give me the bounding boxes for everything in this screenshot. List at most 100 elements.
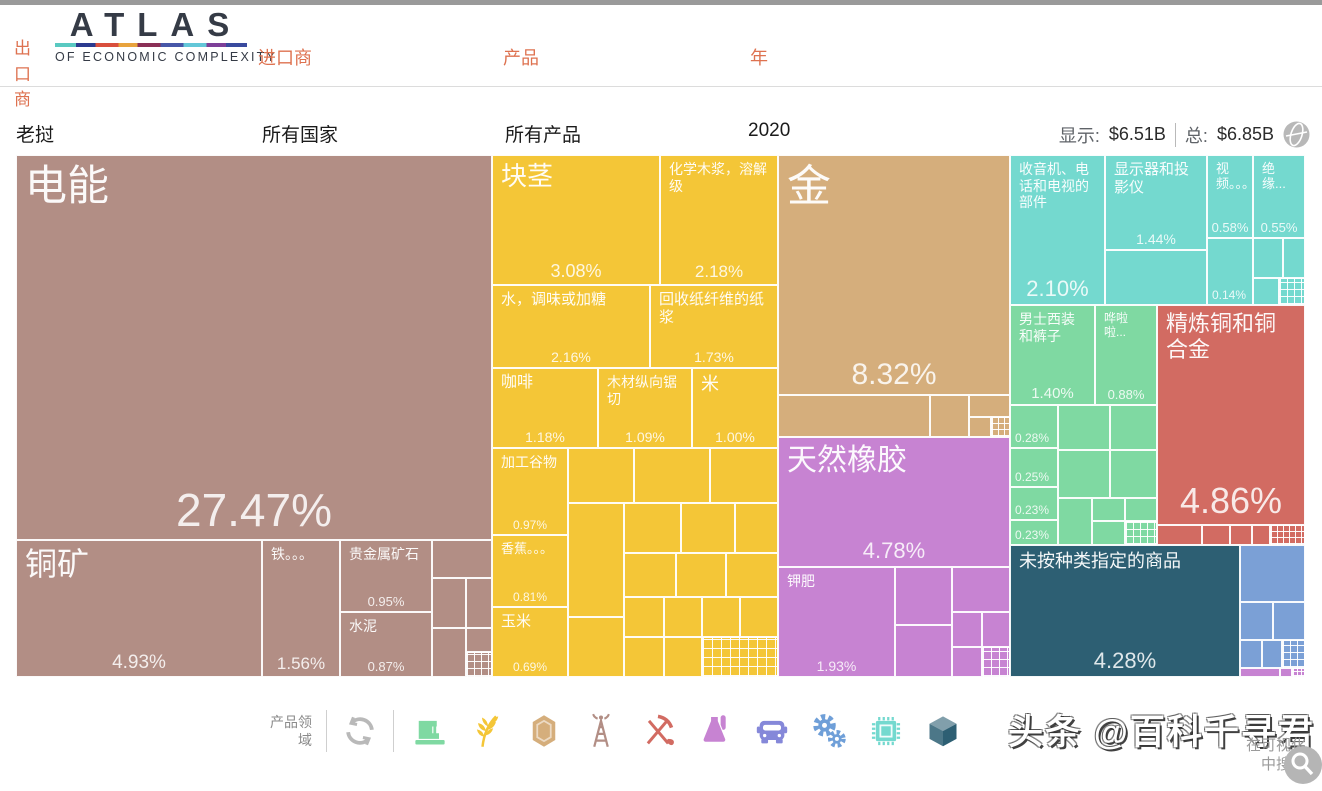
sector-stone-icon[interactable] [526, 713, 562, 749]
treemap-cell[interactable] [982, 612, 1010, 647]
treemap-cell[interactable]: 木材纵向锯切 1.09% [598, 368, 692, 448]
treemap-cell[interactable] [1110, 450, 1157, 498]
treemap-cell[interactable] [778, 395, 930, 437]
treemap-cell[interactable]: 收音机、电话和电视的部件 2.10% [1010, 155, 1105, 305]
treemap-cell[interactable]: 块茎 3.08% [492, 155, 660, 285]
filter-label-importer[interactable]: 进口商 [258, 48, 312, 68]
treemap-cell[interactable]: 钾肥 1.93% [778, 567, 895, 677]
treemap-cell[interactable]: 化学木浆，溶解级 2.18% [660, 155, 778, 285]
treemap-cell[interactable]: 回收纸纤维的纸浆 1.73% [650, 285, 778, 368]
reset-sectors-icon[interactable] [341, 712, 379, 750]
treemap-cell[interactable] [726, 553, 778, 597]
treemap-cell[interactable]: 加工谷物 0.97% [492, 448, 568, 535]
treemap-cell[interactable] [1202, 525, 1230, 545]
treemap-cell[interactable] [1092, 521, 1125, 545]
sector-chemicals-icon[interactable] [697, 713, 733, 749]
sector-other-icon[interactable] [925, 713, 961, 749]
treemap-cell[interactable] [1240, 668, 1280, 677]
treemap-cell[interactable]: 水，调味或加糖 2.16% [492, 285, 650, 368]
treemap-cell[interactable]: 咖啡 1.18% [492, 368, 598, 448]
sector-metals-icon[interactable] [640, 713, 676, 749]
treemap-cell[interactable] [624, 553, 676, 597]
treemap-cell[interactable] [568, 617, 624, 677]
sector-vehicles-icon[interactable] [754, 713, 790, 749]
treemap-cell[interactable] [1253, 238, 1283, 278]
treemap-cell[interactable] [1058, 498, 1092, 545]
treemap-cell[interactable] [702, 597, 740, 637]
treemap-cell[interactable] [624, 637, 664, 677]
treemap-cell-grid[interactable] [991, 417, 1010, 437]
treemap-cell[interactable] [1253, 278, 1279, 305]
treemap-cell[interactable]: 男士西装和裤子 1.40% [1010, 305, 1095, 405]
treemap-cell[interactable] [664, 637, 702, 677]
treemap-cell[interactable]: 显示器和投影仪 1.44% [1105, 155, 1207, 250]
treemap-cell[interactable] [1058, 405, 1110, 450]
treemap-cell[interactable] [634, 448, 710, 503]
treemap-cell[interactable] [568, 503, 624, 617]
treemap-cell[interactable] [930, 395, 969, 437]
treemap-cell[interactable] [1252, 525, 1270, 545]
filter-label-year[interactable]: 年 [750, 48, 768, 68]
treemap-cell-grid[interactable] [702, 637, 778, 677]
treemap-cell[interactable] [895, 567, 952, 625]
treemap-cell[interactable] [1262, 640, 1282, 668]
treemap-cell-grid[interactable] [1125, 521, 1157, 545]
treemap-cell[interactable] [952, 567, 1010, 612]
sector-electronics-icon[interactable] [868, 713, 904, 749]
treemap-cell[interactable] [676, 553, 726, 597]
filter-label-product[interactable]: 产品 [503, 48, 539, 68]
treemap-cell[interactable] [624, 597, 664, 637]
treemap-cell[interactable]: 未按种类指定的商品 4.28% [1010, 545, 1240, 677]
treemap-cell[interactable] [710, 448, 778, 503]
treemap-cell[interactable] [568, 448, 634, 503]
treemap-cell[interactable]: 0.23% [1010, 520, 1058, 545]
treemap-cell[interactable]: 米 1.00% [692, 368, 778, 448]
treemap-cell[interactable]: 精炼铜和铜合金 4.86% [1157, 305, 1305, 525]
treemap-cell[interactable] [1240, 545, 1305, 602]
treemap-cell-grid[interactable] [1270, 525, 1305, 545]
treemap-cell[interactable] [1110, 405, 1157, 450]
globe-icon[interactable] [1283, 121, 1310, 148]
treemap-cell[interactable]: 哗啦啦... 0.88% [1095, 305, 1157, 405]
treemap-cell[interactable] [740, 597, 778, 637]
treemap-cell[interactable] [1240, 640, 1262, 668]
treemap-cell[interactable] [624, 503, 681, 553]
treemap-cell-grid[interactable] [466, 652, 492, 677]
treemap-cell[interactable] [735, 503, 778, 553]
treemap-cell[interactable]: 0.28% [1010, 405, 1058, 448]
treemap-cell[interactable]: 电能 27.47% [16, 155, 492, 540]
filter-label-exporter[interactable]: 出口商 [14, 39, 31, 109]
treemap-cell[interactable]: 金 8.32% [778, 155, 1010, 395]
treemap-cell[interactable] [466, 628, 492, 652]
treemap-cell[interactable] [969, 417, 991, 437]
treemap-cell[interactable] [1230, 525, 1252, 545]
treemap-cell[interactable]: 铜矿 4.93% [16, 540, 262, 677]
treemap-cell[interactable] [1280, 668, 1292, 677]
sector-agriculture-icon[interactable] [469, 713, 505, 749]
filter-value-product[interactable]: 所有产品 [505, 125, 582, 146]
treemap-cell[interactable]: 0.14% [1207, 238, 1253, 305]
treemap-cell[interactable] [664, 597, 702, 637]
treemap-cell-grid[interactable] [1282, 640, 1305, 668]
treemap-cell[interactable] [1092, 498, 1125, 521]
search-icon[interactable] [1282, 744, 1322, 791]
filter-value-year[interactable]: 2020 [748, 120, 791, 141]
treemap-cell[interactable] [466, 578, 492, 628]
treemap-cell[interactable]: 铁。。。 1.56% [262, 540, 340, 677]
treemap-cell[interactable] [1125, 498, 1157, 521]
treemap-cell[interactable] [1273, 602, 1305, 640]
treemap-cell[interactable]: 视频。。。 0.58% [1207, 155, 1253, 238]
treemap-cell[interactable]: 绝缘... 0.55% [1253, 155, 1305, 238]
treemap-cell[interactable]: 天然橡胶 4.78% [778, 437, 1010, 567]
treemap-cell[interactable] [432, 578, 466, 628]
filter-value-importer[interactable]: 所有国家 [262, 125, 339, 146]
treemap-cell[interactable]: 贵金属矿石 0.95% [340, 540, 432, 612]
treemap-cell[interactable] [432, 540, 492, 578]
sector-textiles-icon[interactable] [412, 713, 448, 749]
filter-value-exporter[interactable]: 老挝 [16, 125, 55, 146]
treemap-cell[interactable] [1283, 238, 1305, 278]
treemap-cell[interactable] [681, 503, 735, 553]
treemap-cell[interactable]: 玉米 0.69% [492, 607, 568, 677]
treemap-cell[interactable]: 香蕉。。。 0.81% [492, 535, 568, 607]
treemap-cell-grid[interactable] [1292, 668, 1305, 677]
